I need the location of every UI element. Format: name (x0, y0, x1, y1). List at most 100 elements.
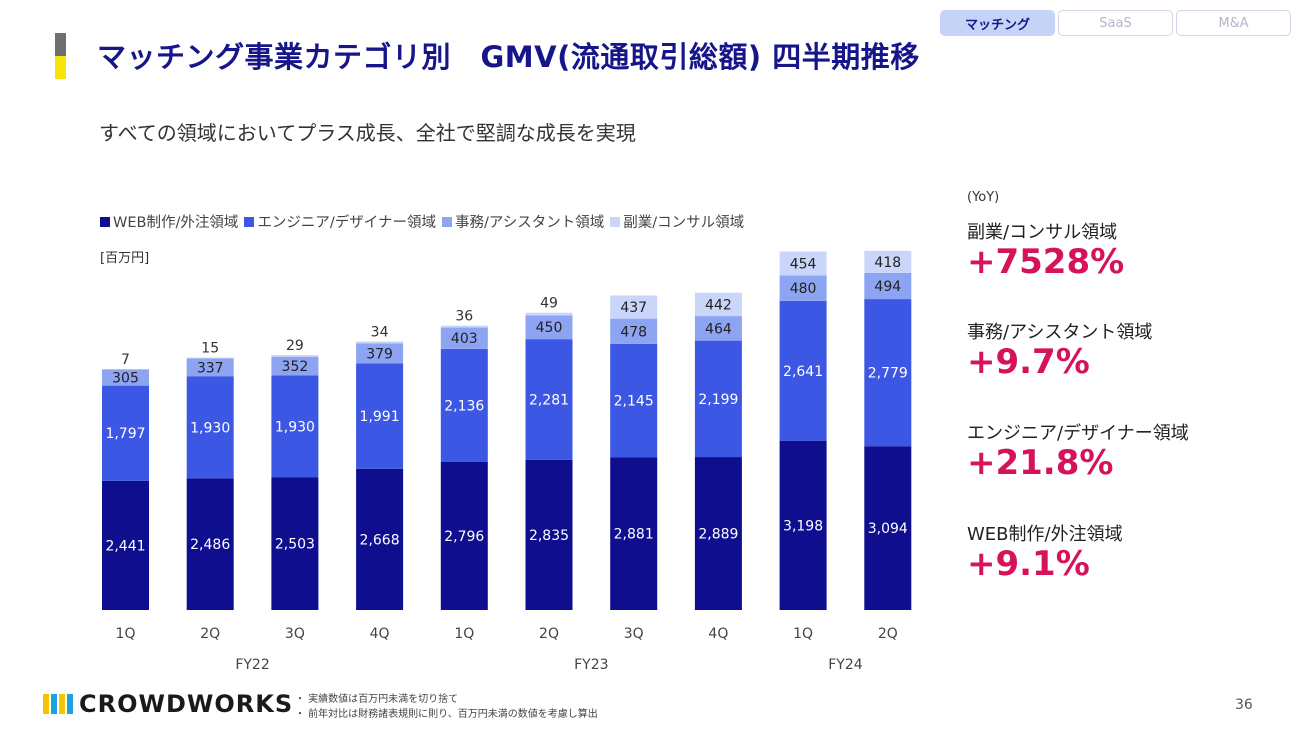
data-label: 305 (112, 371, 139, 387)
data-label: 379 (366, 346, 393, 362)
yoy-value: +7528% (967, 242, 1125, 282)
bar-segment (864, 272, 912, 300)
tab-saas[interactable]: SaaS (1058, 10, 1173, 36)
chart-unit-label: [百万円] (100, 251, 150, 266)
legend-item-assistant: 事務/アシスタント領域 (441, 211, 604, 232)
yoy-item-web: WEB制作/外注領域 +9.1% (967, 520, 1123, 583)
data-label: 2,199 (698, 392, 738, 408)
data-label: 2,889 (698, 527, 738, 543)
legend-swatch (441, 216, 452, 227)
legend-label: WEB制作/外注領域 (113, 215, 239, 231)
bar-segment (271, 375, 319, 478)
bar-segment (356, 363, 404, 469)
bar-segment (356, 343, 404, 364)
yoy-value: +9.7% (967, 342, 1090, 382)
data-label: 418 (874, 255, 901, 271)
data-label: 2,779 (868, 366, 908, 382)
data-label: 2,881 (614, 527, 654, 543)
bar-segment (694, 340, 742, 458)
yoy-label: WEB制作/外注領域 (967, 524, 1123, 545)
bar-segment (864, 446, 912, 610)
data-label: 403 (451, 331, 478, 347)
bar-segment (186, 478, 234, 610)
bar-segment (271, 477, 319, 610)
data-label: 36 (455, 309, 473, 325)
data-label: 437 (620, 300, 647, 316)
bar-segment (694, 316, 742, 341)
data-label: 2,136 (444, 398, 484, 414)
page-number: 36 (1235, 697, 1253, 713)
legend-label: エンジニア/デザイナー領域 (257, 215, 436, 231)
bar-segment (525, 339, 573, 460)
bar-segment (610, 318, 658, 344)
data-label: 480 (790, 281, 817, 297)
bar-segment (779, 251, 827, 276)
bar-segment (779, 300, 827, 441)
bar-segment (864, 299, 912, 447)
yoy-label: エンジニア/デザイナー領域 (967, 423, 1189, 444)
bar-segment (440, 327, 488, 349)
yoy-header: (YoY) (967, 190, 1000, 205)
bar-segment (186, 358, 234, 377)
data-label: 7 (121, 352, 130, 368)
data-label: 3,094 (868, 521, 908, 537)
yoy-item-engineer: エンジニア/デザイナー領域 +21.8% (967, 419, 1189, 482)
data-label: 2,441 (105, 538, 145, 554)
crowdworks-logo: CROWDWORKS (43, 690, 293, 718)
legend-swatch (100, 216, 110, 227)
bar-segment (525, 312, 573, 316)
data-label: 49 (540, 296, 558, 312)
x-tick-label: 4Q (708, 626, 728, 642)
bar-segment (525, 459, 573, 610)
yoy-label: 副業/コンサル領域 (967, 222, 1118, 243)
x-tick-label: 2Q (200, 626, 220, 642)
bar-segment (186, 376, 234, 479)
fiscal-year-label: FY24 (828, 657, 863, 673)
footnote: ・ 前年対比は財務諸表規則に則り、百万円未満の数値を考慮し算出 (295, 709, 598, 720)
bar-segment (864, 250, 912, 273)
logo-text: CROWDWORKS (79, 690, 294, 718)
x-tick-label: 2Q (878, 626, 898, 642)
data-label: 337 (197, 360, 224, 376)
bar-segment (610, 343, 658, 458)
data-label: 3,198 (783, 518, 823, 534)
yoy-item-consult: 副業/コンサル領域 +7528% (967, 218, 1124, 281)
legend-item-web: WEB制作/外注領域 (100, 211, 238, 232)
bar-segment (271, 355, 319, 357)
yoy-value: +9.1% (967, 544, 1090, 584)
footnote: ・ 実績数値は百万円未満を切り捨て (295, 694, 459, 705)
data-label: 2,486 (190, 537, 230, 553)
bar-segment (186, 357, 234, 359)
data-label: 2,668 (360, 532, 400, 548)
x-tick-label: 1Q (116, 626, 136, 642)
data-label: 2,281 (529, 393, 569, 409)
legend-item-engineer: エンジニア/デザイナー領域 (244, 211, 436, 232)
title-accent-bar (55, 33, 66, 79)
data-label: 34 (371, 324, 389, 340)
data-label: 1,930 (190, 420, 230, 436)
x-tick-label: 3Q (624, 626, 644, 642)
logo-mark-icon (43, 694, 73, 714)
bar-segment (356, 468, 404, 610)
bar-segment (271, 356, 319, 376)
data-label: 1,797 (105, 426, 145, 442)
data-label: 2,145 (614, 394, 654, 410)
data-label: 15 (201, 341, 219, 357)
data-label: 2,796 (444, 529, 484, 545)
legend-item-consult: 副業/コンサル領域 (610, 211, 744, 232)
stacked-bar-chart: 2,441 1,797 305 7 1Q 2,486 1,930 337 15 2Q 2,503 1,… (102, 250, 912, 673)
bar-segment (102, 480, 149, 610)
data-label: 450 (536, 320, 563, 336)
data-label: 352 (282, 359, 309, 375)
bar-segment (610, 457, 658, 610)
chart-legend: WEB制作/外注領域 エンジニア/デザイナー領域 事務/アシスタント領域 副業/… (100, 211, 750, 232)
bar-segment (779, 275, 827, 301)
bar-segment (779, 440, 827, 610)
data-label: 2,503 (275, 537, 315, 553)
tab-ma[interactable]: M&A (1176, 10, 1291, 36)
fiscal-year-label: FY23 (574, 657, 608, 673)
tab-matching[interactable]: マッチング (940, 10, 1055, 36)
page-subtitle: すべての領域においてプラス成長、全社で堅調な成長を実現 (99, 121, 636, 145)
x-tick-label: 1Q (454, 626, 474, 642)
legend-label: 副業/コンサル領域 (623, 215, 745, 231)
